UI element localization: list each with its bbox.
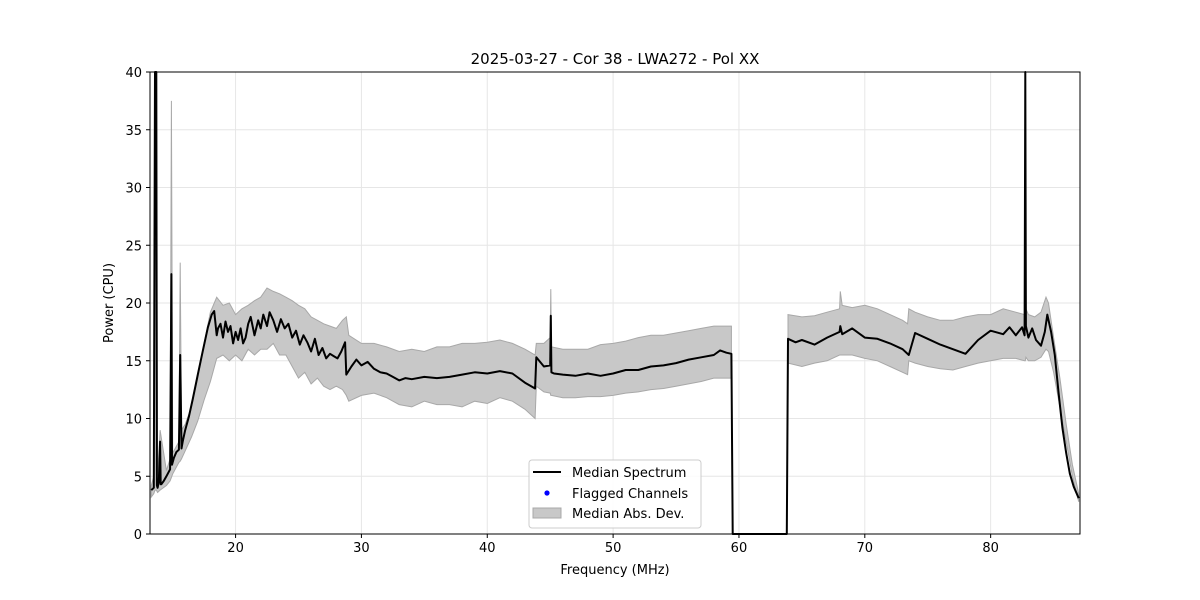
chart-title: 2025-03-27 - Cor 38 - LWA272 - Pol XX	[471, 50, 760, 68]
y-tick-label: 20	[125, 297, 142, 312]
y-tick-label: 0	[134, 528, 142, 543]
legend-box	[528, 459, 702, 529]
legend-flagged-marker	[544, 490, 550, 496]
y-tick-label: 25	[125, 239, 142, 254]
y-tick-label: 30	[125, 182, 142, 197]
median-spectrum-layer	[150, 71, 1080, 535]
median-spectrum-line	[150, 71, 1080, 535]
x-tick-label: 50	[605, 541, 622, 556]
legend-label-mad: Median Abs. Dev.	[572, 507, 684, 522]
y-tick-label: 10	[125, 413, 142, 428]
legend-mad-swatch	[532, 507, 562, 519]
x-tick-label: 30	[353, 541, 370, 556]
y-axis-label: Power (CPU)	[102, 263, 117, 343]
x-tick-label: 20	[227, 541, 244, 556]
legend: Median Spectrum Flagged Channels Median …	[528, 459, 702, 529]
x-tick-label: 70	[857, 541, 874, 556]
x-tick-label: 40	[479, 541, 496, 556]
mad-band-2	[787, 71, 1080, 502]
y-tick-label: 5	[134, 470, 142, 485]
x-tick-label: 80	[982, 541, 999, 556]
y-tick-label: 35	[125, 124, 142, 139]
axis-ticks: 20 30 40 50 60 70 80 0 5 10 15 20 25 30 35 40	[125, 66, 998, 556]
x-axis-label: Frequency (MHz)	[560, 563, 669, 578]
legend-label-median: Median Spectrum	[572, 466, 686, 481]
x-tick-label: 60	[731, 541, 748, 556]
legend-label-flagged: Flagged Channels	[572, 487, 688, 502]
y-tick-label: 40	[125, 66, 142, 81]
y-tick-label: 15	[125, 355, 142, 370]
